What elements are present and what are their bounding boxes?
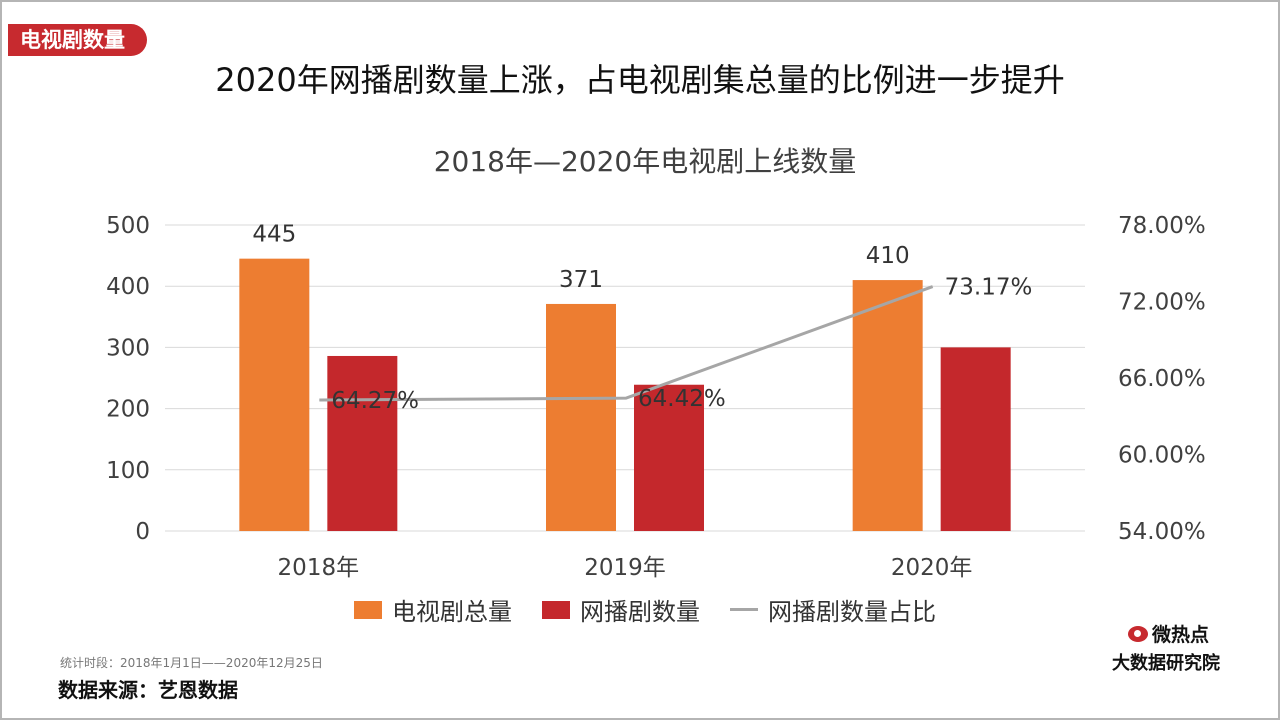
bar-total [239,258,310,531]
logo-line1: 微热点 [1152,624,1210,646]
bar-web [327,355,398,531]
legend-line-ratio [730,608,758,611]
y2-tick-label: 60.00% [1118,443,1206,469]
ratio-data-label: 73.17% [945,275,1033,301]
bar-web [940,347,1011,531]
bar-data-label: 371 [559,267,603,293]
y-tick-label: 500 [106,213,150,239]
y-tick-label: 100 [106,458,150,484]
y2-tick-label: 54.00% [1118,519,1206,545]
ratio-line [319,285,934,402]
logo-line2: 大数据研究院 [1112,653,1220,674]
y-tick-label: 200 [106,397,150,423]
legend-swatch-web [542,600,570,619]
x-tick-label: 2020年 [891,555,973,581]
bar-web [634,384,704,531]
y2-tick-label: 78.00% [1118,213,1206,239]
y2-tick-label: 66.00% [1118,366,1206,392]
y-tick-label: 400 [106,274,150,300]
bar-total [546,303,616,531]
bar-line-chart: 445 371 410 64.27% 64.42% 73.17% 0 100 200 300 40… [106,213,1206,581]
axis-ticks: 0 100 200 300 400 500 54.00% 60.00% 66.00% 72.00%… [106,213,1206,581]
legend-label-total: 电视剧总量 [392,598,512,626]
ratio-line-series [319,285,934,402]
statistics-period: 统计时段：2018年1月1日——2020年12月25日 [60,656,323,670]
x-tick-label: 2019年 [584,555,666,581]
data-labels: 445 371 410 64.27% 64.42% 73.17% [252,222,1032,414]
y-tick-label: 300 [106,335,150,361]
y-tick-label: 0 [135,519,150,545]
chart-legend: 电视剧总量 网播剧数量 网播剧数量占比 [0,592,1280,627]
bar-data-label: 410 [866,243,910,269]
eye-logo-icon [1128,625,1148,642]
y2-tick-label: 72.00% [1118,290,1206,316]
section-tag: 电视剧数量 [8,24,147,56]
legend-swatch-total [354,600,382,619]
brand-logo: 微热点 大数据研究院 [1112,620,1242,675]
bar-series [239,258,1011,531]
data-source: 数据来源：艺恩数据 [58,678,238,702]
page-headline: 2020年网播剧数量上涨，占电视剧集总量的比例进一步提升 [215,61,1065,99]
legend-label-ratio: 网播剧数量占比 [768,598,936,626]
ratio-data-label: 64.27% [331,388,419,414]
legend-item-total: 电视剧总量 [354,592,512,627]
legend-label-web: 网播剧数量 [580,598,700,626]
ratio-data-label: 64.42% [638,386,726,412]
legend-item-ratio: 网播剧数量占比 [730,592,936,627]
chart-title: 2018年—2020年电视剧上线数量 [433,145,857,178]
bar-data-label: 445 [252,222,296,248]
legend-item-web: 网播剧数量 [542,592,700,627]
x-tick-label: 2018年 [278,555,360,581]
bar-total [852,280,923,531]
